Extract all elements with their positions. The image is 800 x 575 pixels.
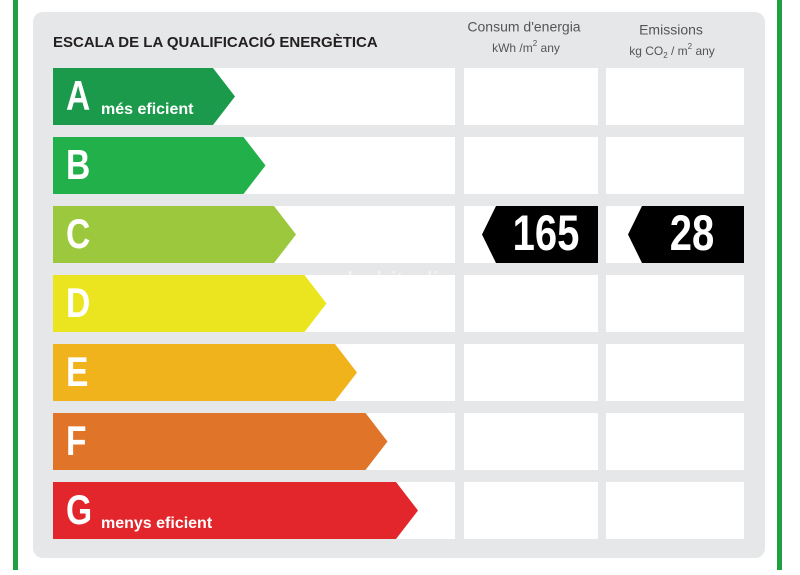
cell <box>606 275 744 332</box>
column-title: Emissions <box>639 22 703 38</box>
class-label: més eficient <box>101 101 194 118</box>
class-letter: E <box>66 350 88 396</box>
rating-value: 165 <box>513 205 580 261</box>
class-arrow <box>53 413 388 470</box>
class-arrow <box>53 68 235 125</box>
class-letter: D <box>66 281 90 327</box>
class-arrow <box>53 482 418 539</box>
cell <box>606 68 744 125</box>
class-arrow <box>53 137 266 194</box>
cell <box>606 344 744 401</box>
title: ESCALA DE LA QUALIFICACIÓ ENERGÈTICA <box>53 33 378 51</box>
cell <box>606 413 744 470</box>
cell <box>606 137 744 194</box>
class-letter: F <box>66 419 87 465</box>
cell <box>464 68 598 125</box>
class-letter: B <box>66 143 90 189</box>
class-letter: A <box>66 74 90 120</box>
class-label: menys eficient <box>101 515 213 532</box>
class-arrow <box>53 206 296 263</box>
rating-marker <box>628 206 744 263</box>
class-letter: G <box>66 488 92 534</box>
border-right <box>777 0 782 570</box>
rating-marker <box>482 206 598 263</box>
cell <box>464 482 598 539</box>
class-arrow <box>53 275 327 332</box>
class-arrow <box>53 344 357 401</box>
column-title: Consum d'energia <box>467 19 580 35</box>
cell <box>606 482 744 539</box>
cell <box>464 344 598 401</box>
border-left <box>13 0 18 570</box>
watermark: habitadia <box>347 266 453 296</box>
cell <box>464 137 598 194</box>
column-unit: kWh /m2 any <box>492 39 560 55</box>
column-unit: kg CO2 / m2 any <box>629 42 715 60</box>
cell <box>464 413 598 470</box>
rating-value: 28 <box>670 205 714 261</box>
class-letter: C <box>66 212 90 258</box>
cell <box>464 275 598 332</box>
